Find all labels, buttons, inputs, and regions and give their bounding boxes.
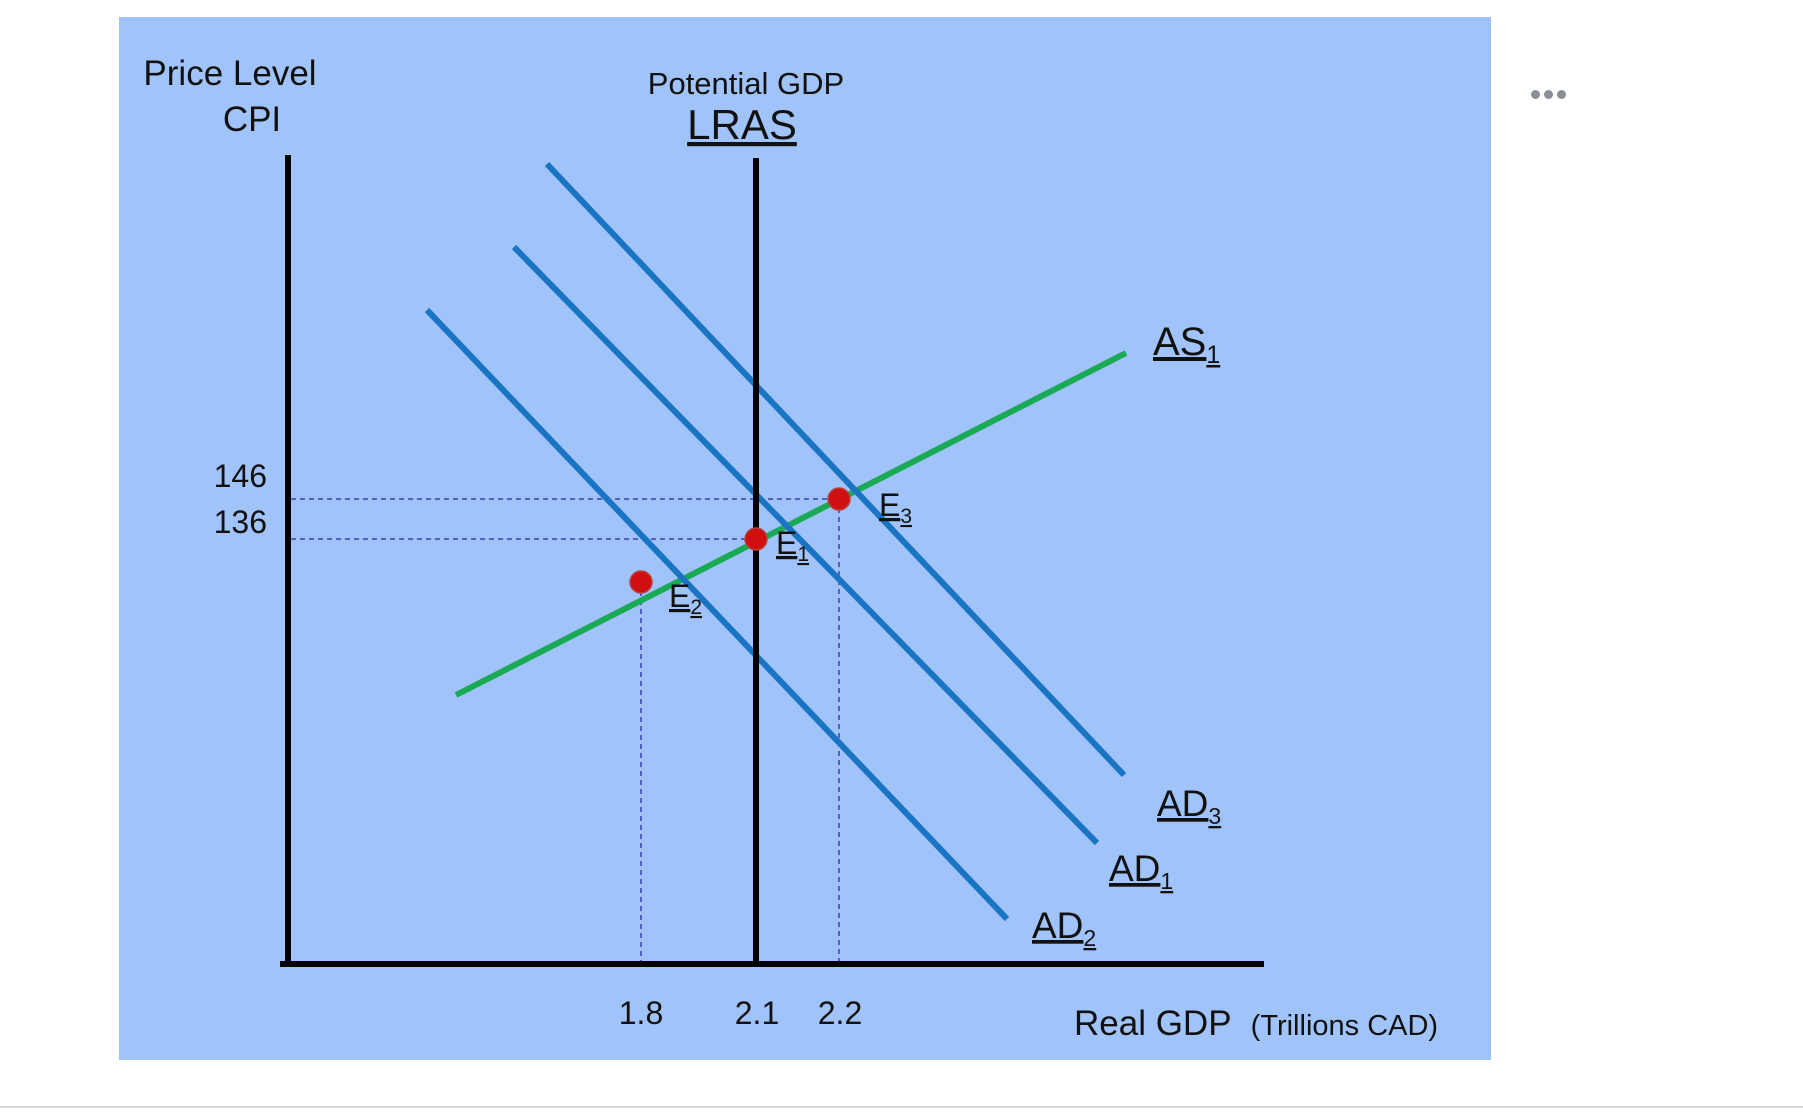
curve-label-subscript: 1 <box>1206 341 1220 369</box>
equilibrium-point-e1 <box>744 527 768 551</box>
equilibrium-label-e3: E3 <box>879 487 912 528</box>
x-tick-2-2: 2.2 <box>818 995 862 1031</box>
equilibrium-label-e1: E1 <box>776 525 809 566</box>
equilibrium-label-main: E <box>776 525 797 561</box>
demand-curve-ad3 <box>544 161 1127 778</box>
lras-caption: Potential GDP <box>648 66 844 101</box>
equilibrium-label-main: E <box>879 487 900 523</box>
axes <box>280 155 1264 967</box>
more-dot <box>1543 89 1553 99</box>
supply-curve-as1 <box>454 350 1128 698</box>
curve-label-subscript: 1 <box>1160 868 1173 894</box>
y-tick-136: 136 <box>214 504 267 540</box>
x-tick-1-8: 1.8 <box>619 995 663 1031</box>
equilibrium-label-subscript: 2 <box>690 596 702 619</box>
x-axis-title: Real GDP (Trillions CAD) <box>1074 1004 1438 1043</box>
equilibrium-label-subscript: 1 <box>797 543 809 566</box>
equilibrium-point-e2 <box>629 570 653 594</box>
y-axis-title-line1: Price Level <box>143 54 316 93</box>
demand-curve-ad2 <box>424 307 1010 922</box>
y-tick-146: 146 <box>214 458 267 494</box>
curve-label-main: AS <box>1153 320 1206 364</box>
equilibrium-label-main: E <box>669 578 690 614</box>
curve-label-ad1: AD1 <box>1109 848 1173 894</box>
curve-label-main: AD <box>1109 848 1160 889</box>
curve-label-subscript: 3 <box>1208 803 1221 829</box>
curves <box>424 161 1128 922</box>
x-axis-title-main: Real GDP <box>1074 1004 1231 1043</box>
demand-curve-ad1 <box>511 244 1100 846</box>
chart-panel: E1 E2 E3 Price Level CPI Potential GDP LRA… <box>119 17 1566 1060</box>
x-tick-2-1: 2.1 <box>735 995 779 1031</box>
x-axis-title-unit: (Trillions CAD) <box>1251 1010 1438 1042</box>
equilibrium-label-subscript: 3 <box>900 505 912 528</box>
curve-label-ad3: AD3 <box>1157 783 1221 829</box>
curve-label-ad2: AD2 <box>1032 905 1096 951</box>
page-divider <box>0 1106 1803 1108</box>
curve-label-as1: AS1 <box>1153 320 1220 369</box>
curve-label-subscript: 2 <box>1083 925 1096 951</box>
lras-label: LRAS <box>687 101 797 148</box>
curve-label-main: AD <box>1157 783 1208 824</box>
y-axis-title-line2: CPI <box>223 100 281 139</box>
curve-label-main: AD <box>1032 905 1083 946</box>
guide-lines <box>291 498 840 962</box>
equilibrium-label-e2: E2 <box>669 578 702 619</box>
more-dot <box>1556 89 1566 99</box>
more-dot <box>1530 89 1540 99</box>
equilibrium-point-e3 <box>827 487 851 511</box>
more-options-icon[interactable] <box>1525 79 1571 109</box>
